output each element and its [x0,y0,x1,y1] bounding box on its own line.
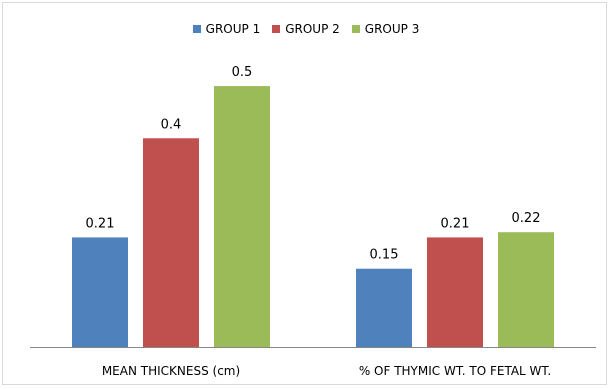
legend-label-group-2: GROUP 2 [285,22,340,36]
data-label-group-2-cat-1: 0.4 [161,117,182,132]
legend-label-group-1: GROUP 1 [205,22,261,36]
bar-group-2-cat-2 [427,237,483,347]
legend-swatch-group-3 [351,25,360,33]
legend-item-group-2: GROUP 2 [272,22,340,36]
bar-group-3-cat-2 [498,232,554,347]
legend-item-group-3: GROUP 3 [351,22,420,36]
data-label-group-1-cat-1: 0.21 [86,216,115,231]
data-label-group-3-cat-2: 0.22 [512,211,541,226]
legend-swatch-group-2 [272,25,281,33]
bar-group-2-cat-1 [143,138,199,347]
chart-legend: GROUP 1 GROUP 2 GROUP 3 [0,22,612,36]
data-label-group-2-cat-2: 0.21 [441,216,470,231]
data-label-group-1-cat-2: 0.15 [370,248,399,263]
legend-label-group-3: GROUP 3 [364,22,420,36]
legend-item-group-1: GROUP 1 [192,22,261,36]
bar-group-1-cat-2 [356,268,412,347]
data-label-group-3-cat-1: 0.5 [232,65,253,80]
category-label-2: % OF THYMIC WT. TO FETAL WT. [359,364,551,378]
bar-group-3-cat-1 [214,86,270,347]
legend-swatch-group-1 [192,25,201,33]
category-label-1: MEAN THICKNESS (cm) [102,364,240,378]
bar-group-1-cat-1 [72,237,128,347]
